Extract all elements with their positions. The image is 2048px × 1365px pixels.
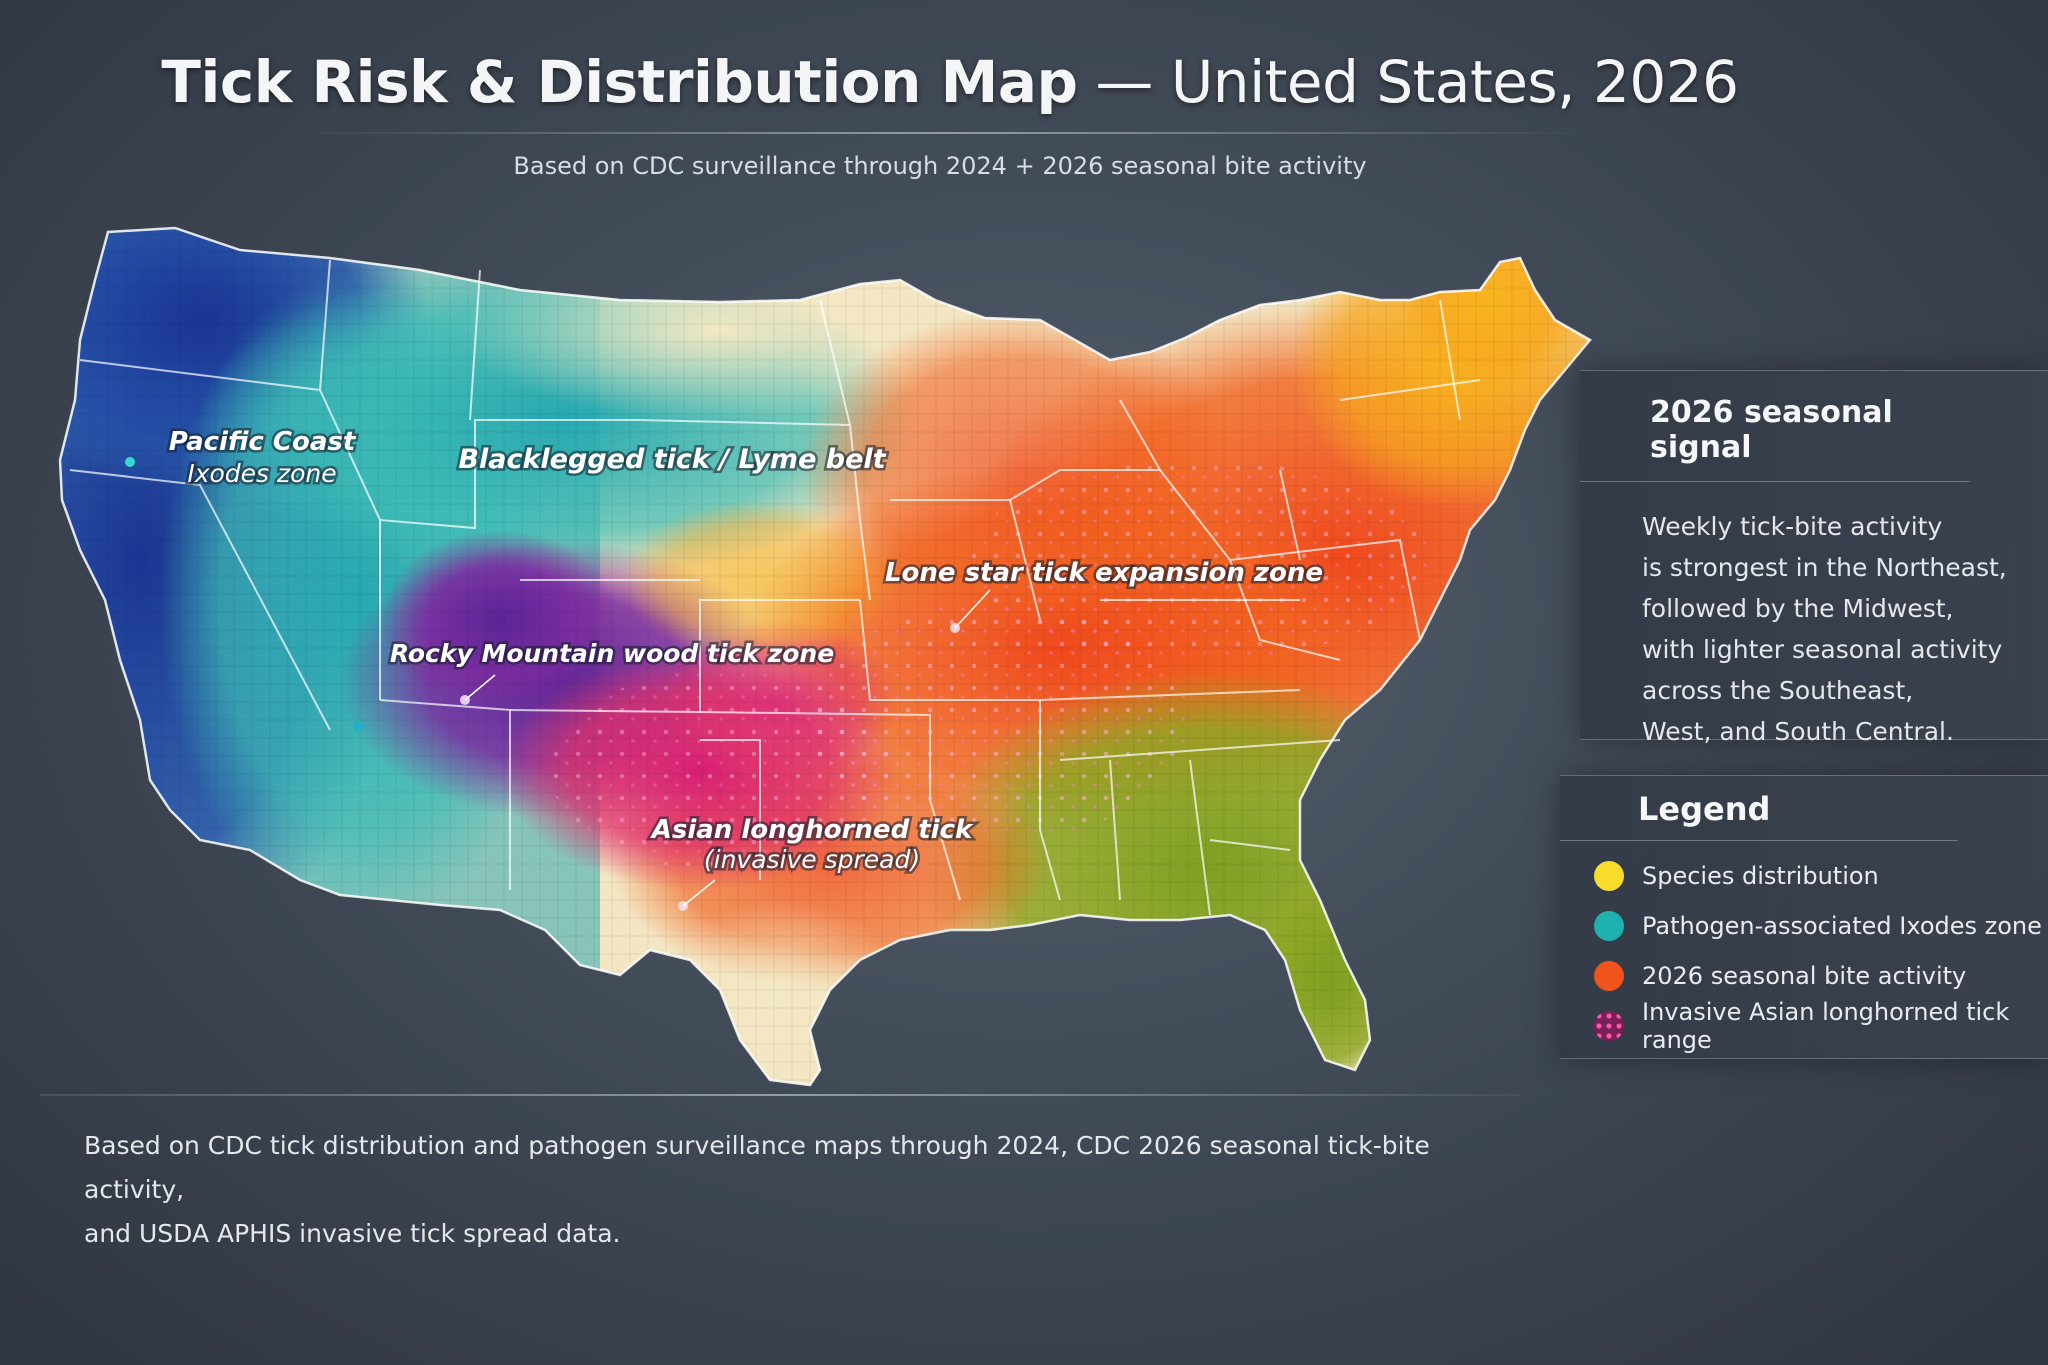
teal-dot-icon [1594, 911, 1624, 941]
yellow-dot-icon [1594, 861, 1624, 891]
signal-line: is strongest in the Northeast, [1642, 553, 2007, 582]
map-fill [60, 228, 1590, 1085]
orange-dot-icon [1594, 961, 1624, 991]
legend-panel: Legend Species distribution Pathogen-ass… [1560, 775, 2048, 1059]
legend-label: 2026 seasonal bite activity [1642, 962, 1967, 990]
label-asian-longhorned: Asian longhorned tick [650, 815, 974, 845]
signal-heading: 2026 seasonal signal [1580, 395, 1970, 482]
label-pacific-coast: Pacific Coast [169, 427, 357, 457]
marker-pacific [125, 457, 135, 467]
signal-line: West, and South Central. [1642, 717, 1954, 746]
source-line-1: Based on CDC tick distribution and patho… [84, 1131, 1430, 1204]
signal-line: Weekly tick-bite activity [1642, 512, 1943, 541]
region-markers [125, 457, 991, 911]
page-title: Tick Risk & Distribution Map — United St… [0, 48, 1900, 116]
legend-item-ixodes: Pathogen-associated Ixodes zone [1594, 901, 2048, 951]
title-rest: — United States, 2026 [1077, 48, 1739, 116]
signal-line: across the Southeast, [1642, 676, 1914, 705]
legend-item-bite-activity: 2026 seasonal bite activity [1594, 951, 2048, 1001]
source-note: Based on CDC tick distribution and patho… [84, 1124, 1464, 1256]
footer-divider [40, 1094, 1520, 1096]
state-borders [58, 226, 1592, 1087]
dotted-magenta-icon [1594, 1011, 1624, 1041]
label-invasive-spread: (invasive spread) [704, 845, 920, 874]
signal-line: with lighter seasonal activity [1642, 635, 2003, 664]
page-subtitle: Based on CDC surveillance through 2024 +… [513, 152, 1367, 180]
legend-label: Species distribution [1642, 862, 1879, 890]
legend-item-species: Species distribution [1594, 851, 2048, 901]
legend-heading: Legend [1560, 790, 1958, 841]
title-divider [300, 132, 1590, 134]
legend-label: Invasive Asian longhorned tick range [1642, 998, 2010, 1054]
label-lone-star: Lone star tick expansion zone [885, 558, 1323, 588]
legend-item-longhorned: Invasive Asian longhorned tick range [1594, 998, 2048, 1054]
marker-west [353, 721, 363, 731]
label-blacklegged: Blacklegged tick / Lyme belt [458, 444, 886, 475]
seasonal-signal-panel: 2026 seasonal signal Weekly tick-bite ac… [1580, 370, 2048, 746]
legend-label: Pathogen-associated Ixodes zone [1642, 912, 2042, 940]
signal-line: followed by the Midwest, [1642, 594, 1954, 623]
title-bold: Tick Risk & Distribution Map [161, 48, 1078, 116]
map-labels: Pacific Coast Ixodes zone Blacklegged ti… [166, 425, 1325, 877]
source-line-2: and USDA APHIS invasive tick spread data… [84, 1219, 621, 1248]
legend-list: Species distribution Pathogen-associated… [1594, 851, 2048, 1054]
label-ixodes-zone: Ixodes zone [187, 459, 336, 488]
signal-text: Weekly tick-bite activity is strongest i… [1642, 506, 2042, 752]
label-rocky-mountain: Rocky Mountain wood tick zone [390, 639, 834, 668]
